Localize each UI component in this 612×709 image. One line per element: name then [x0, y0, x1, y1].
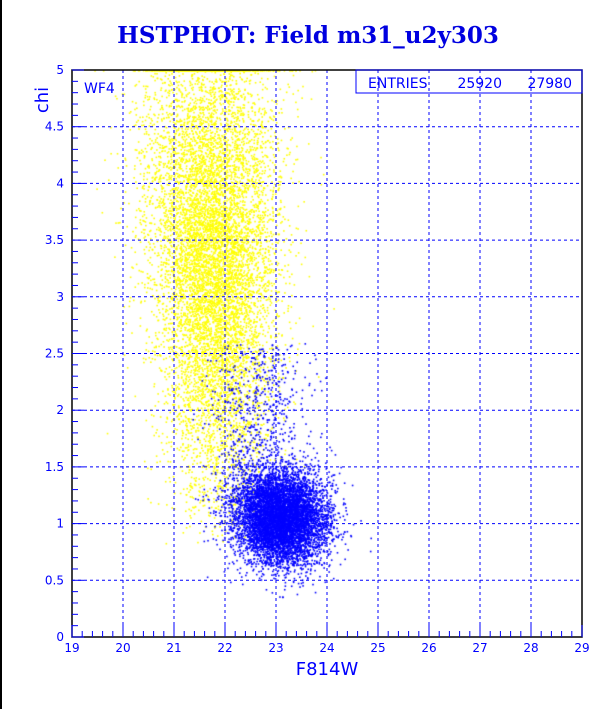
y-axis-label: chi [32, 87, 53, 113]
panel-label: WF4 [84, 81, 115, 97]
y-tick-label: 0 [56, 630, 64, 644]
y-tick-label: 1 [56, 517, 64, 531]
x-tick-label: 22 [217, 641, 232, 655]
stats-box [355, 69, 583, 94]
x-tick-label: 24 [319, 641, 334, 655]
grid-lines [72, 70, 582, 637]
x-axis-label: F814W [296, 659, 359, 680]
y-tick-label: 4.5 [45, 120, 64, 134]
y-tick-label: 2 [56, 403, 64, 417]
x-tick-label: 29 [574, 641, 589, 655]
y-tick-label: 5 [56, 63, 64, 77]
x-tick-label: 28 [523, 641, 538, 655]
x-tick-label: 26 [421, 641, 436, 655]
y-tick-label: 2.5 [45, 347, 64, 361]
y-tick-label: 3.5 [45, 233, 64, 247]
x-tick-label: 23 [268, 641, 283, 655]
x-tick-label: 21 [166, 641, 181, 655]
stats-entries-label: ENTRIES [368, 76, 428, 92]
x-tick-label: 27 [472, 641, 487, 655]
x-tick-label: 20 [115, 641, 130, 655]
x-tick-label: 25 [370, 641, 385, 655]
stats-entries-value: 25920 [457, 76, 502, 92]
y-tick-label: 1.5 [45, 460, 64, 474]
y-tick-label: 0.5 [45, 573, 64, 587]
axis-ticks [71, 69, 583, 638]
x-tick-label: 19 [64, 641, 79, 655]
y-tick-label: 4 [56, 176, 64, 190]
stats-entries-value-overprint: 27980 [527, 76, 572, 92]
chart-title: HSTPHOT: Field m31_u2y303 [117, 22, 499, 49]
y-tick-label: 3 [56, 290, 64, 304]
